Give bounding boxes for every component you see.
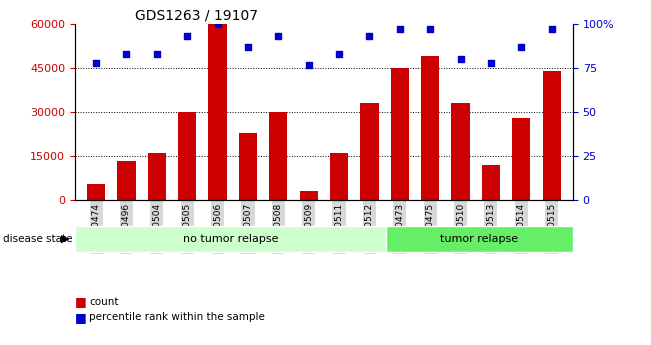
Text: ■: ■ xyxy=(75,311,87,324)
Bar xyxy=(512,118,531,200)
Bar xyxy=(360,104,378,200)
Point xyxy=(364,34,374,39)
Bar xyxy=(391,68,409,200)
Bar xyxy=(239,132,257,200)
Point xyxy=(152,51,162,57)
Text: tumor relapse: tumor relapse xyxy=(441,234,519,244)
Text: ■: ■ xyxy=(75,295,87,308)
Bar xyxy=(451,104,469,200)
Bar xyxy=(542,71,561,200)
Point xyxy=(91,60,102,66)
Bar xyxy=(208,24,227,200)
Bar xyxy=(421,57,439,200)
Point xyxy=(395,27,405,32)
Point xyxy=(121,51,132,57)
Text: disease state: disease state xyxy=(3,234,73,244)
Point xyxy=(273,34,284,39)
Point xyxy=(516,44,527,50)
Bar xyxy=(482,165,500,200)
Bar xyxy=(299,191,318,200)
Bar xyxy=(148,153,166,200)
Point xyxy=(455,57,465,62)
Bar xyxy=(117,160,135,200)
Point xyxy=(212,21,223,27)
Point xyxy=(334,51,344,57)
Text: percentile rank within the sample: percentile rank within the sample xyxy=(89,313,265,322)
Point xyxy=(243,44,253,50)
Point xyxy=(486,60,496,66)
Bar xyxy=(75,226,386,252)
Bar xyxy=(270,112,288,200)
Text: count: count xyxy=(89,297,118,307)
Bar xyxy=(87,184,105,200)
Point xyxy=(425,27,436,32)
Point xyxy=(303,62,314,67)
Point xyxy=(546,27,557,32)
Bar xyxy=(386,226,573,252)
Text: no tumor relapse: no tumor relapse xyxy=(183,234,278,244)
Text: GDS1263 / 19107: GDS1263 / 19107 xyxy=(135,9,258,23)
Bar xyxy=(330,153,348,200)
Point xyxy=(182,34,193,39)
Text: ▶: ▶ xyxy=(61,234,70,244)
Bar xyxy=(178,112,197,200)
